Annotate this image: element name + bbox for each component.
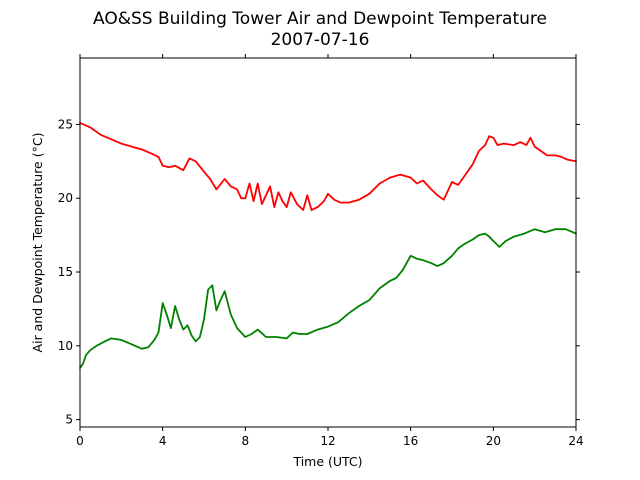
x-tick-label: 20 <box>486 434 501 448</box>
chart-subtitle: 2007-07-16 <box>271 30 370 50</box>
x-tick-label: 12 <box>320 434 335 448</box>
x-tick-label: 0 <box>76 434 84 448</box>
y-tick-label: 10 <box>58 339 73 353</box>
series-layer <box>79 122 577 369</box>
chart-title: AO&SS Building Tower Air and Dewpoint Te… <box>93 9 547 29</box>
y-tick-label: 25 <box>58 117 73 131</box>
y-axis-label: Air and Dewpoint Temperature (°C) <box>30 133 45 353</box>
x-tick-label: 16 <box>403 434 418 448</box>
ticks-layer: 0 4 8 12 16 20 24 5 10 15 20 25 <box>58 54 584 448</box>
series-line-0 <box>79 122 577 211</box>
series-line-1 <box>79 228 577 369</box>
x-axis-label: Time (UTC) <box>292 454 362 469</box>
x-tick-label: 8 <box>242 434 250 448</box>
y-tick-label: 20 <box>58 191 73 205</box>
y-tick-label: 5 <box>65 413 73 427</box>
x-tick-label: 4 <box>159 434 167 448</box>
plot-area <box>79 57 577 428</box>
y-tick-label: 15 <box>58 265 73 279</box>
x-tick-label: 24 <box>568 434 583 448</box>
